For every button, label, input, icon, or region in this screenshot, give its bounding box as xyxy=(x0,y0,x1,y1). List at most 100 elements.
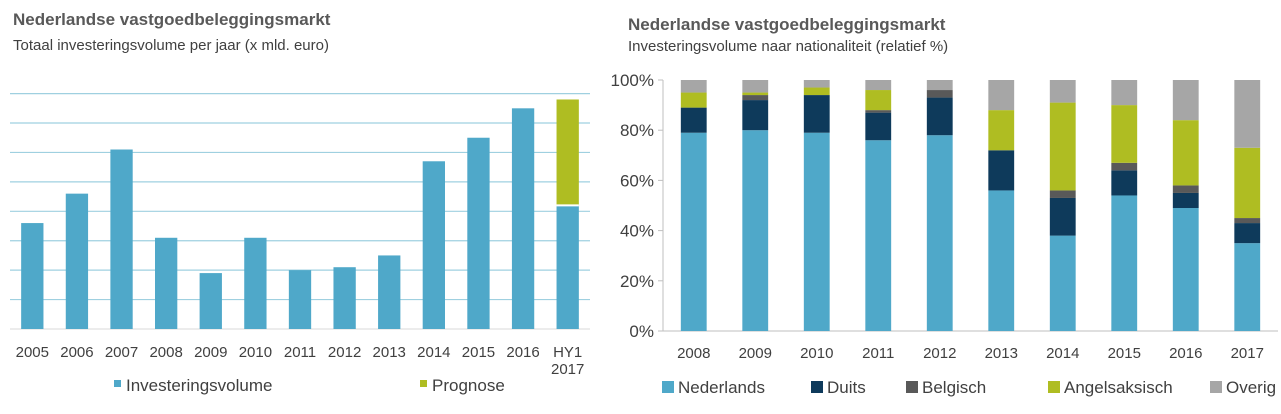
bar-investeringsvolume xyxy=(556,205,579,329)
segment-nederlands xyxy=(865,140,892,331)
segment-duits xyxy=(926,97,953,136)
bar-investeringsvolume xyxy=(422,161,445,329)
bar-investeringsvolume xyxy=(199,273,222,329)
x-tick-label: 2010 xyxy=(239,344,272,361)
segment-duits xyxy=(1049,197,1076,236)
legend-label-duits: Duits xyxy=(827,378,866,397)
x-tick-label: 2006 xyxy=(60,344,93,361)
segment-nederlands xyxy=(1049,235,1076,331)
left-chart-svg: 2005 2006 2007 2008 2009 2010 2011 2012 2013 2014… xyxy=(10,92,590,395)
segment-angelsaksisch xyxy=(803,87,830,96)
x-tick-label: 2005 xyxy=(16,344,49,361)
x-tick-label: 2014 xyxy=(1046,345,1079,362)
segment-angelsaksisch xyxy=(1234,147,1261,219)
segment-angelsaksisch xyxy=(1111,105,1138,163)
x-tick-label: 2013 xyxy=(373,344,406,361)
x-tick-label: 2017 xyxy=(1231,345,1264,362)
bar-investeringsvolume xyxy=(333,267,356,329)
segment-belgisch xyxy=(1111,162,1138,171)
segment-overig xyxy=(1234,80,1261,148)
segment-nederlands xyxy=(1234,243,1261,331)
x-tick-label: 2012 xyxy=(328,344,361,361)
x-tick-label: 2016 xyxy=(506,344,539,361)
left-chart-panel: Nederlandse vastgoedbeleggingsmarkt Tota… xyxy=(0,0,600,414)
legend-label-angelsaksisch: Angelsaksisch xyxy=(1064,378,1173,397)
y-tick-label: 0% xyxy=(629,322,654,341)
right-chart-title: Nederlandse vastgoedbeleggingsmarkt xyxy=(628,15,946,34)
x-tick-label: 2008 xyxy=(677,345,710,362)
segment-nederlands xyxy=(1172,208,1199,331)
left-chart-subtitle: Totaal investeringsvolume per jaar (x ml… xyxy=(13,37,329,54)
segment-overig xyxy=(742,80,769,93)
legend-label-nederlands: Nederlands xyxy=(678,378,765,397)
legend-label-belgisch: Belgisch xyxy=(922,378,986,397)
segment-nederlands xyxy=(988,190,1015,331)
segment-belgisch xyxy=(1234,218,1261,224)
bar-investeringsvolume xyxy=(65,193,89,329)
segment-overig xyxy=(1172,80,1199,121)
x-tick-label: 2008 xyxy=(149,344,182,361)
segment-angelsaksisch xyxy=(988,110,1015,151)
segment-angelsaksisch xyxy=(680,92,707,108)
segment-duits xyxy=(742,100,769,131)
segment-duits xyxy=(865,112,892,141)
right-chart-svg: 0% 20% 40% 60% 80% 100% 2008 2009 2010 2011 2012 20… xyxy=(611,71,1278,397)
segment-duits xyxy=(988,150,1015,191)
segment-belgisch xyxy=(1049,190,1076,198)
segment-nederlands xyxy=(680,132,707,331)
y-tick-label: 60% xyxy=(620,171,654,190)
segment-overig xyxy=(1111,80,1138,106)
bar-investeringsvolume xyxy=(511,108,535,329)
segment-angelsaksisch xyxy=(742,92,769,96)
legend-label-overig: Overig xyxy=(1226,378,1276,397)
segment-overig xyxy=(680,80,707,93)
y-tick-label: 80% xyxy=(620,121,654,140)
x-tick-label: 2017 xyxy=(551,361,584,378)
bar-prognose xyxy=(556,99,579,206)
bar-investeringsvolume xyxy=(21,223,44,329)
segment-belgisch xyxy=(742,95,769,101)
segment-duits xyxy=(680,107,707,133)
segment-duits xyxy=(1172,192,1199,209)
x-tick-label: 2015 xyxy=(462,344,495,361)
segment-angelsaksisch xyxy=(1049,102,1076,191)
x-tick-label: 2009 xyxy=(194,344,227,361)
bar-investeringsvolume xyxy=(288,270,312,329)
x-tick-label: HY1 xyxy=(553,344,582,361)
x-tick-label: 2009 xyxy=(739,345,772,362)
bar-investeringsvolume xyxy=(467,137,490,329)
segment-belgisch xyxy=(926,90,953,98)
y-tick-label: 100% xyxy=(611,71,654,90)
segment-duits xyxy=(1111,170,1138,196)
segment-duits xyxy=(1234,223,1261,244)
bar-investeringsvolume xyxy=(378,255,401,329)
x-tick-label: 2012 xyxy=(923,345,956,362)
segment-belgisch xyxy=(865,110,892,113)
bar-investeringsvolume xyxy=(155,237,178,329)
segment-overig xyxy=(988,80,1015,111)
right-chart-subtitle: Investeringsvolume naar nationaliteit (r… xyxy=(628,38,949,55)
segment-overig xyxy=(926,80,953,91)
segment-overig xyxy=(1049,80,1076,103)
x-tick-label: 2014 xyxy=(417,344,450,361)
x-tick-label: 2015 xyxy=(1108,345,1141,362)
bar-investeringsvolume xyxy=(110,149,133,329)
bar-investeringsvolume xyxy=(244,237,267,329)
legend-marker-duits xyxy=(811,381,823,393)
segment-angelsaksisch xyxy=(865,90,892,111)
segment-overig xyxy=(803,80,830,88)
legend-marker-nederlands xyxy=(662,381,674,393)
legend-marker-belgisch xyxy=(906,381,918,393)
segment-belgisch xyxy=(1172,185,1199,193)
left-chart-title: Nederlandse vastgoedbeleggingsmarkt xyxy=(13,10,331,29)
x-tick-label: 2007 xyxy=(105,344,138,361)
legend-marker-investeringsvolume xyxy=(114,380,121,387)
segment-overig xyxy=(865,80,892,91)
y-tick-label: 40% xyxy=(620,222,654,241)
legend-marker-angelsaksisch xyxy=(1048,381,1060,393)
segment-nederlands xyxy=(926,135,953,331)
legend-marker-prognose xyxy=(420,380,427,387)
y-tick-label: 20% xyxy=(620,272,654,291)
right-chart-panel: Nederlandse vastgoedbeleggingsmarkt Inve… xyxy=(600,0,1281,414)
segment-duits xyxy=(803,95,830,133)
